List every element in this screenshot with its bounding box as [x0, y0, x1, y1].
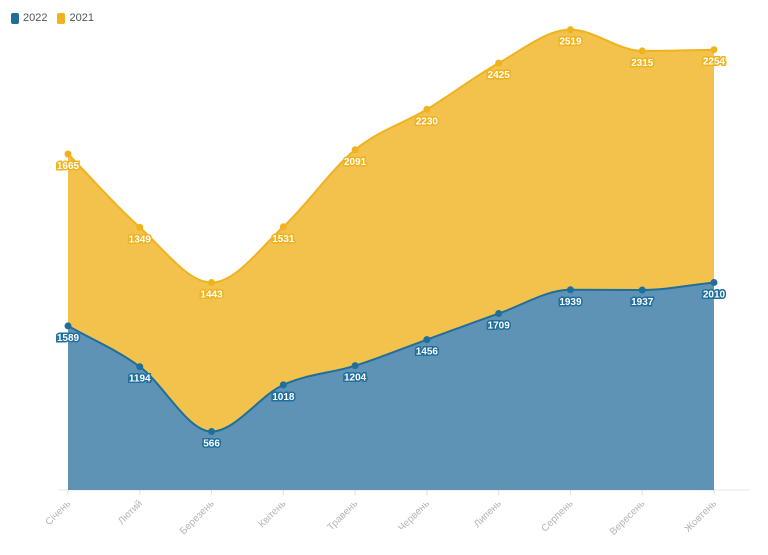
series-line-2021: [67, 28, 715, 284]
data-point-2022: [638, 286, 646, 294]
data-point-2022: [64, 322, 72, 330]
data-label-2021: 1349: [129, 234, 152, 245]
data-label-2022: 1939: [559, 297, 582, 308]
area-2021: [68, 29, 714, 432]
x-tick-label: Серпень: [539, 498, 575, 534]
data-label-2021: 2254: [703, 57, 726, 68]
data-label-2022: 1204: [344, 373, 367, 384]
legend-label-2021: 2021: [69, 12, 94, 24]
x-tick-label: Березень: [178, 498, 217, 537]
data-label-2022: 1456: [416, 347, 439, 358]
data-label-2022: 1937: [631, 297, 654, 308]
x-tick-label: Травень: [325, 498, 360, 533]
chart-legend: 2022 2021: [11, 12, 94, 24]
data-label-2022: 566: [203, 439, 220, 450]
x-tick-label: Квітень: [257, 498, 289, 530]
legend-item-2021[interactable]: 2021: [57, 12, 94, 24]
data-label-2022: 1709: [488, 321, 511, 332]
data-point-2021: [710, 46, 718, 54]
data-label-2021: 2519: [559, 37, 582, 48]
data-point-2021: [495, 59, 503, 67]
data-point-2022: [495, 310, 503, 318]
data-point-2021: [638, 47, 646, 55]
data-point-2022: [423, 336, 431, 344]
data-point-2022: [351, 362, 359, 370]
legend-swatch-2022: [11, 12, 19, 24]
data-point-2021: [208, 279, 216, 287]
x-tick-label: Січень: [43, 498, 73, 528]
data-point-2021: [351, 146, 359, 154]
data-point-2021: [64, 150, 72, 158]
legend-label-2022: 2022: [23, 12, 48, 24]
data-point-2022: [136, 363, 144, 371]
x-tick-label: Липень: [472, 498, 504, 530]
data-point-2021: [566, 26, 574, 34]
data-point-2022: [566, 286, 574, 294]
data-label-2022: 1194: [129, 374, 151, 385]
x-tick-label: Вересень: [608, 498, 647, 537]
data-label-2022: 1018: [272, 392, 295, 403]
area-2022: [68, 282, 714, 490]
data-point-2021: [136, 223, 144, 231]
data-label-2021: 2315: [631, 58, 654, 69]
data-point-2022: [208, 428, 216, 436]
series-line-2022: [67, 281, 715, 433]
data-label-2022: 1589: [57, 333, 80, 344]
data-label-2021: 2425: [488, 70, 511, 81]
data-point-2021: [279, 223, 287, 231]
data-label-2021: 1443: [200, 290, 223, 301]
data-label-2022: 2010: [703, 289, 726, 300]
data-point-2022: [279, 381, 287, 389]
data-label-2021: 2091: [344, 157, 367, 168]
x-tick-label: Жовтень: [683, 498, 719, 534]
legend-item-2022[interactable]: 2022: [11, 12, 47, 24]
x-tick-label: Червень: [396, 498, 432, 534]
legend-swatch-2021: [57, 12, 66, 24]
data-point-2021: [423, 105, 431, 113]
data-label-2021: 1665: [57, 161, 80, 172]
data-point-2022: [710, 278, 718, 286]
data-label-2021: 2230: [416, 116, 439, 127]
data-label-2021: 1531: [272, 234, 295, 245]
x-tick-label: Лютий: [116, 498, 145, 527]
